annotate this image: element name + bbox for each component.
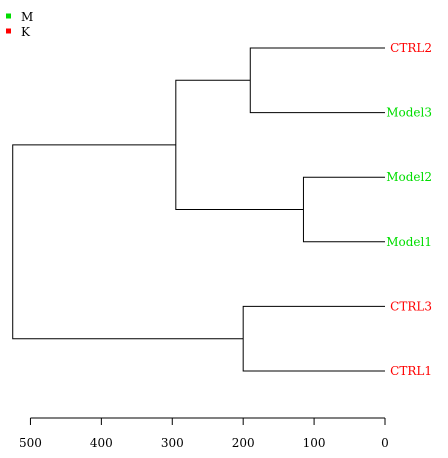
leaf-label-model3: Model3 [386, 106, 432, 120]
dendrogram-branch [242, 305, 385, 372]
legend-swatch-k [6, 28, 11, 34]
dendrogram-branch [249, 47, 385, 114]
x-tick-label: 0 [381, 436, 389, 450]
legend-label-k: K [21, 25, 31, 39]
leaf-label-ctrl2: CTRL2 [390, 41, 432, 55]
x-tick-label: 200 [232, 436, 255, 450]
leaf-labels: CTRL2 Model3 Model2 Model1 CTRL3 CTRL1 [386, 41, 432, 378]
dendrogram-branch [12, 144, 244, 340]
legend-swatch-m [6, 13, 11, 19]
x-tick-label: 300 [161, 436, 184, 450]
dendrogram-branch [302, 176, 385, 243]
dendrogram-branches [12, 47, 385, 372]
x-tick-label: 500 [19, 436, 42, 450]
x-axis: 500 400 300 200 100 0 [19, 417, 389, 450]
leaf-label-model2: Model2 [386, 170, 432, 184]
dendrogram-branch [175, 79, 304, 210]
x-tick-label: 100 [303, 436, 326, 450]
legend: MK [6, 10, 33, 39]
x-tick-label: 400 [90, 436, 113, 450]
leaf-label-model1: Model1 [386, 235, 432, 249]
leaf-label-ctrl3: CTRL3 [390, 299, 432, 313]
legend-label-m: M [21, 10, 33, 24]
leaf-label-ctrl1: CTRL1 [390, 364, 432, 378]
